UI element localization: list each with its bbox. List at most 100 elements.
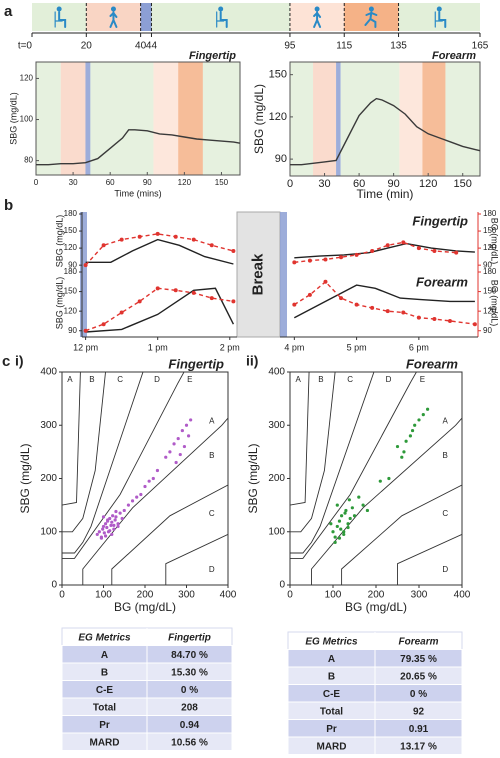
zone-label: D: [154, 375, 160, 384]
data-point: [112, 523, 116, 527]
icon-body: [219, 11, 228, 28]
activity-band: [90, 62, 154, 175]
table-header: Forearm: [398, 636, 438, 647]
x-tick-label: 400: [454, 590, 471, 601]
table-cell: C-E: [96, 685, 114, 696]
data-point: [112, 527, 116, 531]
data-point: [186, 434, 191, 438]
x-tick-label: 200: [368, 590, 385, 601]
table-header: Fingertip: [168, 632, 211, 643]
table-cell: 0 %: [181, 685, 198, 696]
table-cell: 20.65 %: [400, 671, 437, 682]
data-point: [370, 248, 375, 253]
data-point: [105, 525, 109, 530]
data-point: [432, 316, 437, 321]
plot-frame: [61, 371, 229, 586]
zone-boundary: [165, 533, 228, 585]
data-point: [347, 498, 351, 502]
data-point: [209, 243, 214, 248]
y-tick-label: 120: [64, 243, 78, 252]
zone-boundary: [82, 417, 228, 585]
data-point: [155, 468, 160, 473]
table-cell: Total: [320, 706, 343, 717]
y-tick-label: 0: [51, 580, 57, 591]
y2-axis-label: BG (mg/dL): [490, 280, 500, 327]
data-point: [118, 511, 122, 515]
zone-boundary: [290, 372, 310, 506]
data-point: [116, 522, 120, 526]
table-cell: 13.17 %: [400, 741, 437, 752]
data-point: [416, 246, 421, 251]
annotation: Forearm: [432, 50, 476, 62]
table-cell: B: [101, 667, 108, 678]
x-tick-label: 60: [106, 178, 115, 187]
table-cell: C-E: [323, 689, 341, 700]
data-point: [114, 515, 118, 519]
y2-tick-label: 180: [483, 209, 497, 218]
data-point: [178, 452, 182, 457]
y-tick-label: 300: [40, 420, 57, 431]
panel-label: a: [4, 3, 13, 20]
activity-segment: [140, 3, 152, 31]
zone-boundary: [311, 417, 462, 585]
data-point: [83, 263, 88, 268]
data-point: [173, 234, 178, 239]
zone-label: A: [67, 375, 73, 384]
zone-label: E: [420, 375, 425, 384]
activity-band: [85, 62, 91, 175]
data-point: [361, 503, 365, 507]
x-axis-label: BG (mg/dL): [345, 600, 407, 614]
data-point: [109, 523, 113, 527]
zone-boundary: [62, 372, 185, 559]
x-tick-label: 0: [287, 590, 293, 601]
y-tick-label: 150: [64, 226, 78, 235]
data-point: [168, 450, 172, 454]
data-line: [85, 238, 475, 265]
icon-head: [56, 6, 62, 12]
data-point: [231, 248, 236, 253]
activity-band: [153, 62, 179, 175]
x-tick-label: 12 pm: [73, 342, 98, 352]
data-point: [101, 243, 106, 248]
data-point: [387, 476, 391, 481]
data-point: [454, 250, 459, 255]
x-axis-label: BG (mg/dL): [114, 600, 176, 614]
data-point: [180, 428, 184, 433]
zone-label: D: [386, 375, 392, 384]
panel-label: i): [15, 353, 24, 369]
x-tick-label: 90: [143, 178, 152, 187]
icon-body: [313, 11, 322, 28]
x-tick-label: 150: [454, 178, 472, 190]
y-tick-label: 180: [64, 267, 78, 276]
activity-band: [178, 62, 203, 175]
x-tick-label: t=0: [18, 41, 33, 52]
y2-tick-label: 90: [483, 260, 492, 269]
table-cell: A: [101, 650, 108, 661]
annotation: Forearm: [416, 274, 468, 289]
x-tick-label: 120: [419, 178, 437, 190]
data-point: [114, 509, 118, 514]
table-cell: 10.56 %: [171, 737, 208, 748]
data-point: [292, 260, 297, 265]
y-axis-label: SBG (mg/dL): [18, 443, 32, 513]
data-point: [139, 492, 143, 497]
activity-band: [290, 62, 314, 176]
x-tick-label: 165: [472, 41, 489, 52]
y-tick-label: 90: [275, 153, 287, 165]
zone-label: C: [442, 509, 448, 518]
data-point: [348, 516, 352, 521]
data-point: [101, 322, 106, 327]
zone-label: A: [295, 375, 301, 384]
data-line: [36, 129, 241, 166]
plot-frame: [289, 371, 463, 586]
data-point: [102, 531, 106, 535]
data-point: [417, 418, 421, 422]
table-cell: 208: [181, 702, 198, 713]
data-point: [343, 511, 347, 515]
data-point: [182, 444, 187, 449]
data-point: [292, 302, 297, 307]
activity-band: [202, 62, 240, 175]
annotation: Fingertip: [189, 50, 236, 62]
data-point: [110, 520, 114, 524]
data-line: [290, 97, 481, 166]
